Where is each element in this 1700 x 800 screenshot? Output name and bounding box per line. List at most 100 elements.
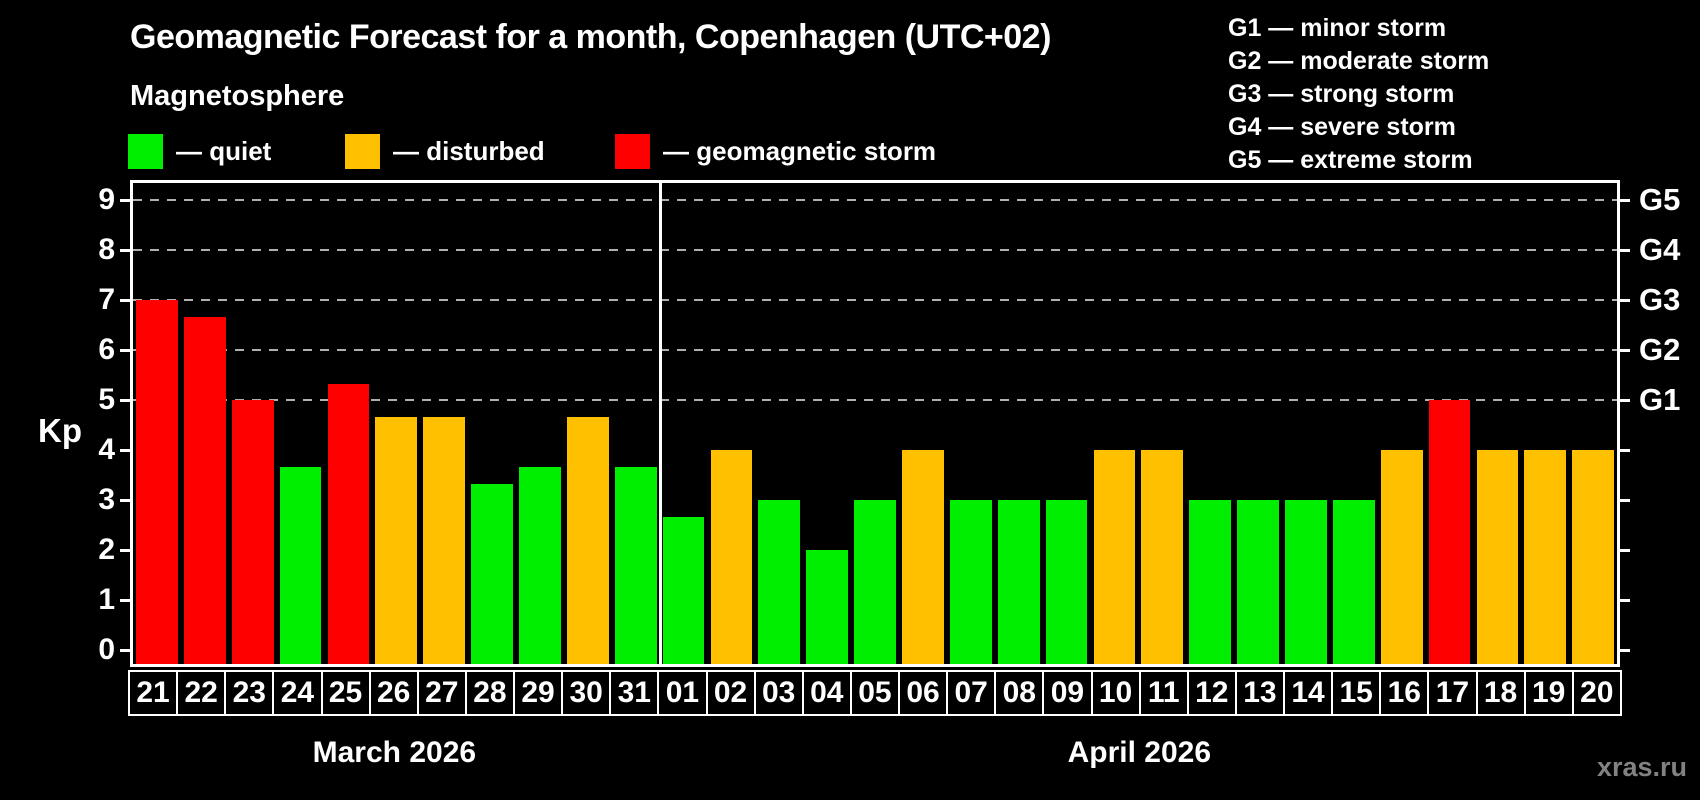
y-axis-tick-left bbox=[120, 249, 130, 252]
y-tick-label: 9 bbox=[98, 183, 115, 216]
g-legend-line: G4 — severe storm bbox=[1228, 113, 1456, 141]
y-tick-label: 8 bbox=[98, 233, 115, 266]
y-axis-tick-right bbox=[1620, 249, 1630, 252]
month-separator-line bbox=[658, 183, 662, 664]
y-axis-tick-left bbox=[120, 549, 130, 552]
day-label: 05 bbox=[849, 672, 898, 714]
kp-bar bbox=[710, 450, 753, 664]
bar-slot bbox=[899, 183, 947, 664]
legend-label-storm: — geomagnetic storm bbox=[663, 136, 937, 166]
bar-slot bbox=[803, 183, 851, 664]
bar-slot bbox=[1569, 183, 1617, 664]
y-axis-tick-left bbox=[120, 299, 130, 302]
kp-bar bbox=[136, 300, 178, 664]
g-legend-line: G5 — extreme storm bbox=[1228, 146, 1473, 174]
y-axis-tick-right bbox=[1620, 549, 1630, 552]
gridline-kp9 bbox=[133, 199, 1617, 201]
day-label: 24 bbox=[272, 672, 320, 714]
bar-slot bbox=[1378, 183, 1426, 664]
y-tick-label: 2 bbox=[98, 533, 115, 566]
g-scale-label: G4 bbox=[1639, 232, 1681, 267]
kp-bar bbox=[662, 516, 705, 664]
day-label: 15 bbox=[1331, 672, 1379, 714]
month-label: March 2026 bbox=[312, 736, 477, 769]
bar-slot bbox=[995, 183, 1043, 664]
y-tick-label: 1 bbox=[98, 583, 115, 616]
bar-slot bbox=[372, 183, 420, 664]
g-legend-line: G3 — strong storm bbox=[1228, 80, 1455, 108]
day-label: 01 bbox=[657, 672, 705, 714]
kp-bar bbox=[327, 383, 370, 664]
y-axis-tick-left bbox=[120, 199, 130, 202]
day-label: 30 bbox=[561, 672, 609, 714]
kp-bar bbox=[1093, 450, 1136, 664]
bar-slot bbox=[564, 183, 612, 664]
day-label: 17 bbox=[1427, 672, 1475, 714]
g-legend-line: G1 — minor storm bbox=[1228, 14, 1447, 42]
bar-slot bbox=[277, 183, 325, 664]
day-label: 21 bbox=[136, 676, 170, 709]
y-axis-tick-right bbox=[1620, 399, 1630, 402]
kp-bar bbox=[423, 416, 465, 664]
y-axis-tick-right bbox=[1620, 199, 1630, 202]
legend-label-quiet: — quiet bbox=[176, 136, 272, 166]
y-tick-label: 5 bbox=[98, 383, 115, 416]
kp-bar bbox=[1476, 450, 1519, 664]
y-axis-tick-left bbox=[120, 399, 130, 402]
y-axis-tick-left bbox=[120, 649, 130, 652]
bar-slot bbox=[1282, 183, 1330, 664]
y-axis-title: Kp bbox=[38, 412, 82, 449]
bar-slot bbox=[1521, 183, 1569, 664]
y-axis-tick-right bbox=[1620, 499, 1630, 502]
day-label: 22 bbox=[176, 672, 224, 714]
legend-item-quiet: — quiet bbox=[128, 134, 271, 169]
day-label: 12 bbox=[1186, 672, 1235, 714]
day-label: 28 bbox=[464, 672, 513, 714]
kp-bar bbox=[1572, 450, 1614, 664]
plot-area: 0 1 2 3 4 5 6 7 8 9 G1 G2 G3 G4 G5 bbox=[98, 180, 1680, 667]
legend-item-storm: — geomagnetic storm bbox=[615, 134, 936, 169]
bar-slot bbox=[420, 183, 468, 664]
kp-bar bbox=[519, 466, 561, 664]
kp-bar bbox=[854, 500, 896, 664]
quiet-color-swatch bbox=[128, 134, 163, 169]
bar-slot bbox=[1330, 183, 1378, 664]
y-axis-tick-left bbox=[120, 449, 130, 452]
bar-slot bbox=[516, 183, 564, 664]
chart-subtitle: Magnetosphere bbox=[130, 80, 345, 112]
bar-slot bbox=[1186, 183, 1234, 664]
kp-bar bbox=[1332, 500, 1375, 664]
kp-bar bbox=[1524, 450, 1567, 664]
bar-slot bbox=[1043, 183, 1091, 664]
kp-bar bbox=[1380, 450, 1423, 664]
bar-slot bbox=[1426, 183, 1474, 664]
kp-bar bbox=[902, 450, 944, 664]
day-label: 19 bbox=[1523, 672, 1572, 714]
kp-bar bbox=[1285, 500, 1327, 664]
kp-bar bbox=[231, 400, 274, 664]
legend-item-disturbed: — disturbed bbox=[345, 134, 545, 169]
bar-slot bbox=[947, 183, 995, 664]
day-label: 08 bbox=[994, 672, 1042, 714]
bar-slot bbox=[708, 183, 756, 664]
y-tick-label: 3 bbox=[98, 483, 115, 516]
kp-bar bbox=[758, 500, 801, 664]
day-label: 31 bbox=[609, 672, 657, 714]
day-label: 09 bbox=[1042, 672, 1090, 714]
kp-bar bbox=[566, 416, 609, 664]
bar-slot bbox=[660, 183, 708, 664]
kp-bar bbox=[375, 416, 418, 664]
bar-slot bbox=[325, 183, 373, 664]
kp-bar bbox=[949, 500, 992, 664]
bar-slot bbox=[755, 183, 803, 664]
y-tick-label: 7 bbox=[98, 283, 115, 316]
y-axis-tick-right bbox=[1620, 349, 1630, 352]
bar-slot bbox=[1474, 183, 1522, 664]
day-label: 18 bbox=[1475, 672, 1524, 714]
kp-bar bbox=[614, 466, 657, 664]
y-axis-tick-right bbox=[1620, 449, 1630, 452]
kp-bar bbox=[1045, 500, 1088, 664]
gridline-kp7 bbox=[133, 299, 1617, 301]
y-axis-tick-left bbox=[120, 349, 130, 352]
